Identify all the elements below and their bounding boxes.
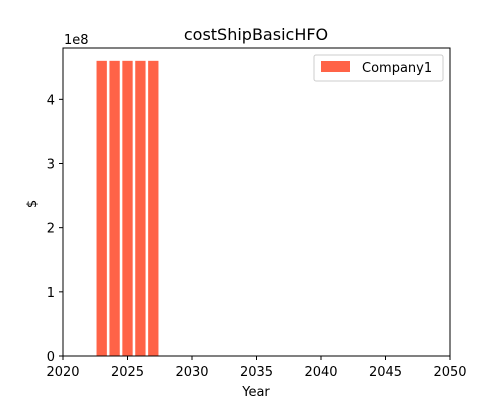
legend: Company1 — [313, 54, 444, 82]
x-tick-label: 2035 — [240, 365, 273, 380]
x-tick-label: 2025 — [111, 365, 144, 380]
y-tick-label: 2 — [47, 222, 55, 237]
x-axis-label: Year — [241, 385, 270, 400]
x-tick-label: 2050 — [433, 365, 466, 380]
x-tick-label: 2020 — [46, 365, 79, 380]
bar-2024 — [109, 60, 120, 356]
legend-label-company1: Company1 — [362, 61, 432, 76]
bar-2027 — [148, 60, 159, 356]
y-axis-offset-label: 1e8 — [64, 33, 89, 48]
bar-2025 — [122, 60, 133, 356]
chart-title: costShipBasicHFO — [184, 25, 328, 44]
y-axis-label: $ — [25, 200, 40, 208]
y-tick-label: 0 — [47, 350, 55, 365]
bar-2026 — [135, 60, 146, 356]
bar-2023 — [96, 60, 107, 356]
x-tick-label: 2030 — [175, 365, 208, 380]
x-tick-label: 2045 — [369, 365, 402, 380]
y-tick-label: 1 — [47, 286, 55, 301]
legend-swatch-company1 — [321, 61, 350, 72]
bars — [96, 60, 159, 356]
y-tick-label: 4 — [47, 93, 55, 108]
y-axis-ticks: 0 1 2 3 4 — [47, 93, 63, 365]
x-tick-label: 2040 — [304, 365, 337, 380]
x-axis-ticks: 2020 2025 2030 2035 2040 2045 2050 — [46, 356, 467, 380]
plot-frame — [62, 47, 451, 357]
y-tick-label: 3 — [47, 158, 55, 173]
